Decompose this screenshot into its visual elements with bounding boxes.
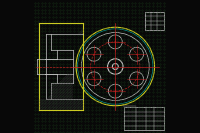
Bar xyxy=(145,12,164,30)
Bar xyxy=(124,107,164,130)
